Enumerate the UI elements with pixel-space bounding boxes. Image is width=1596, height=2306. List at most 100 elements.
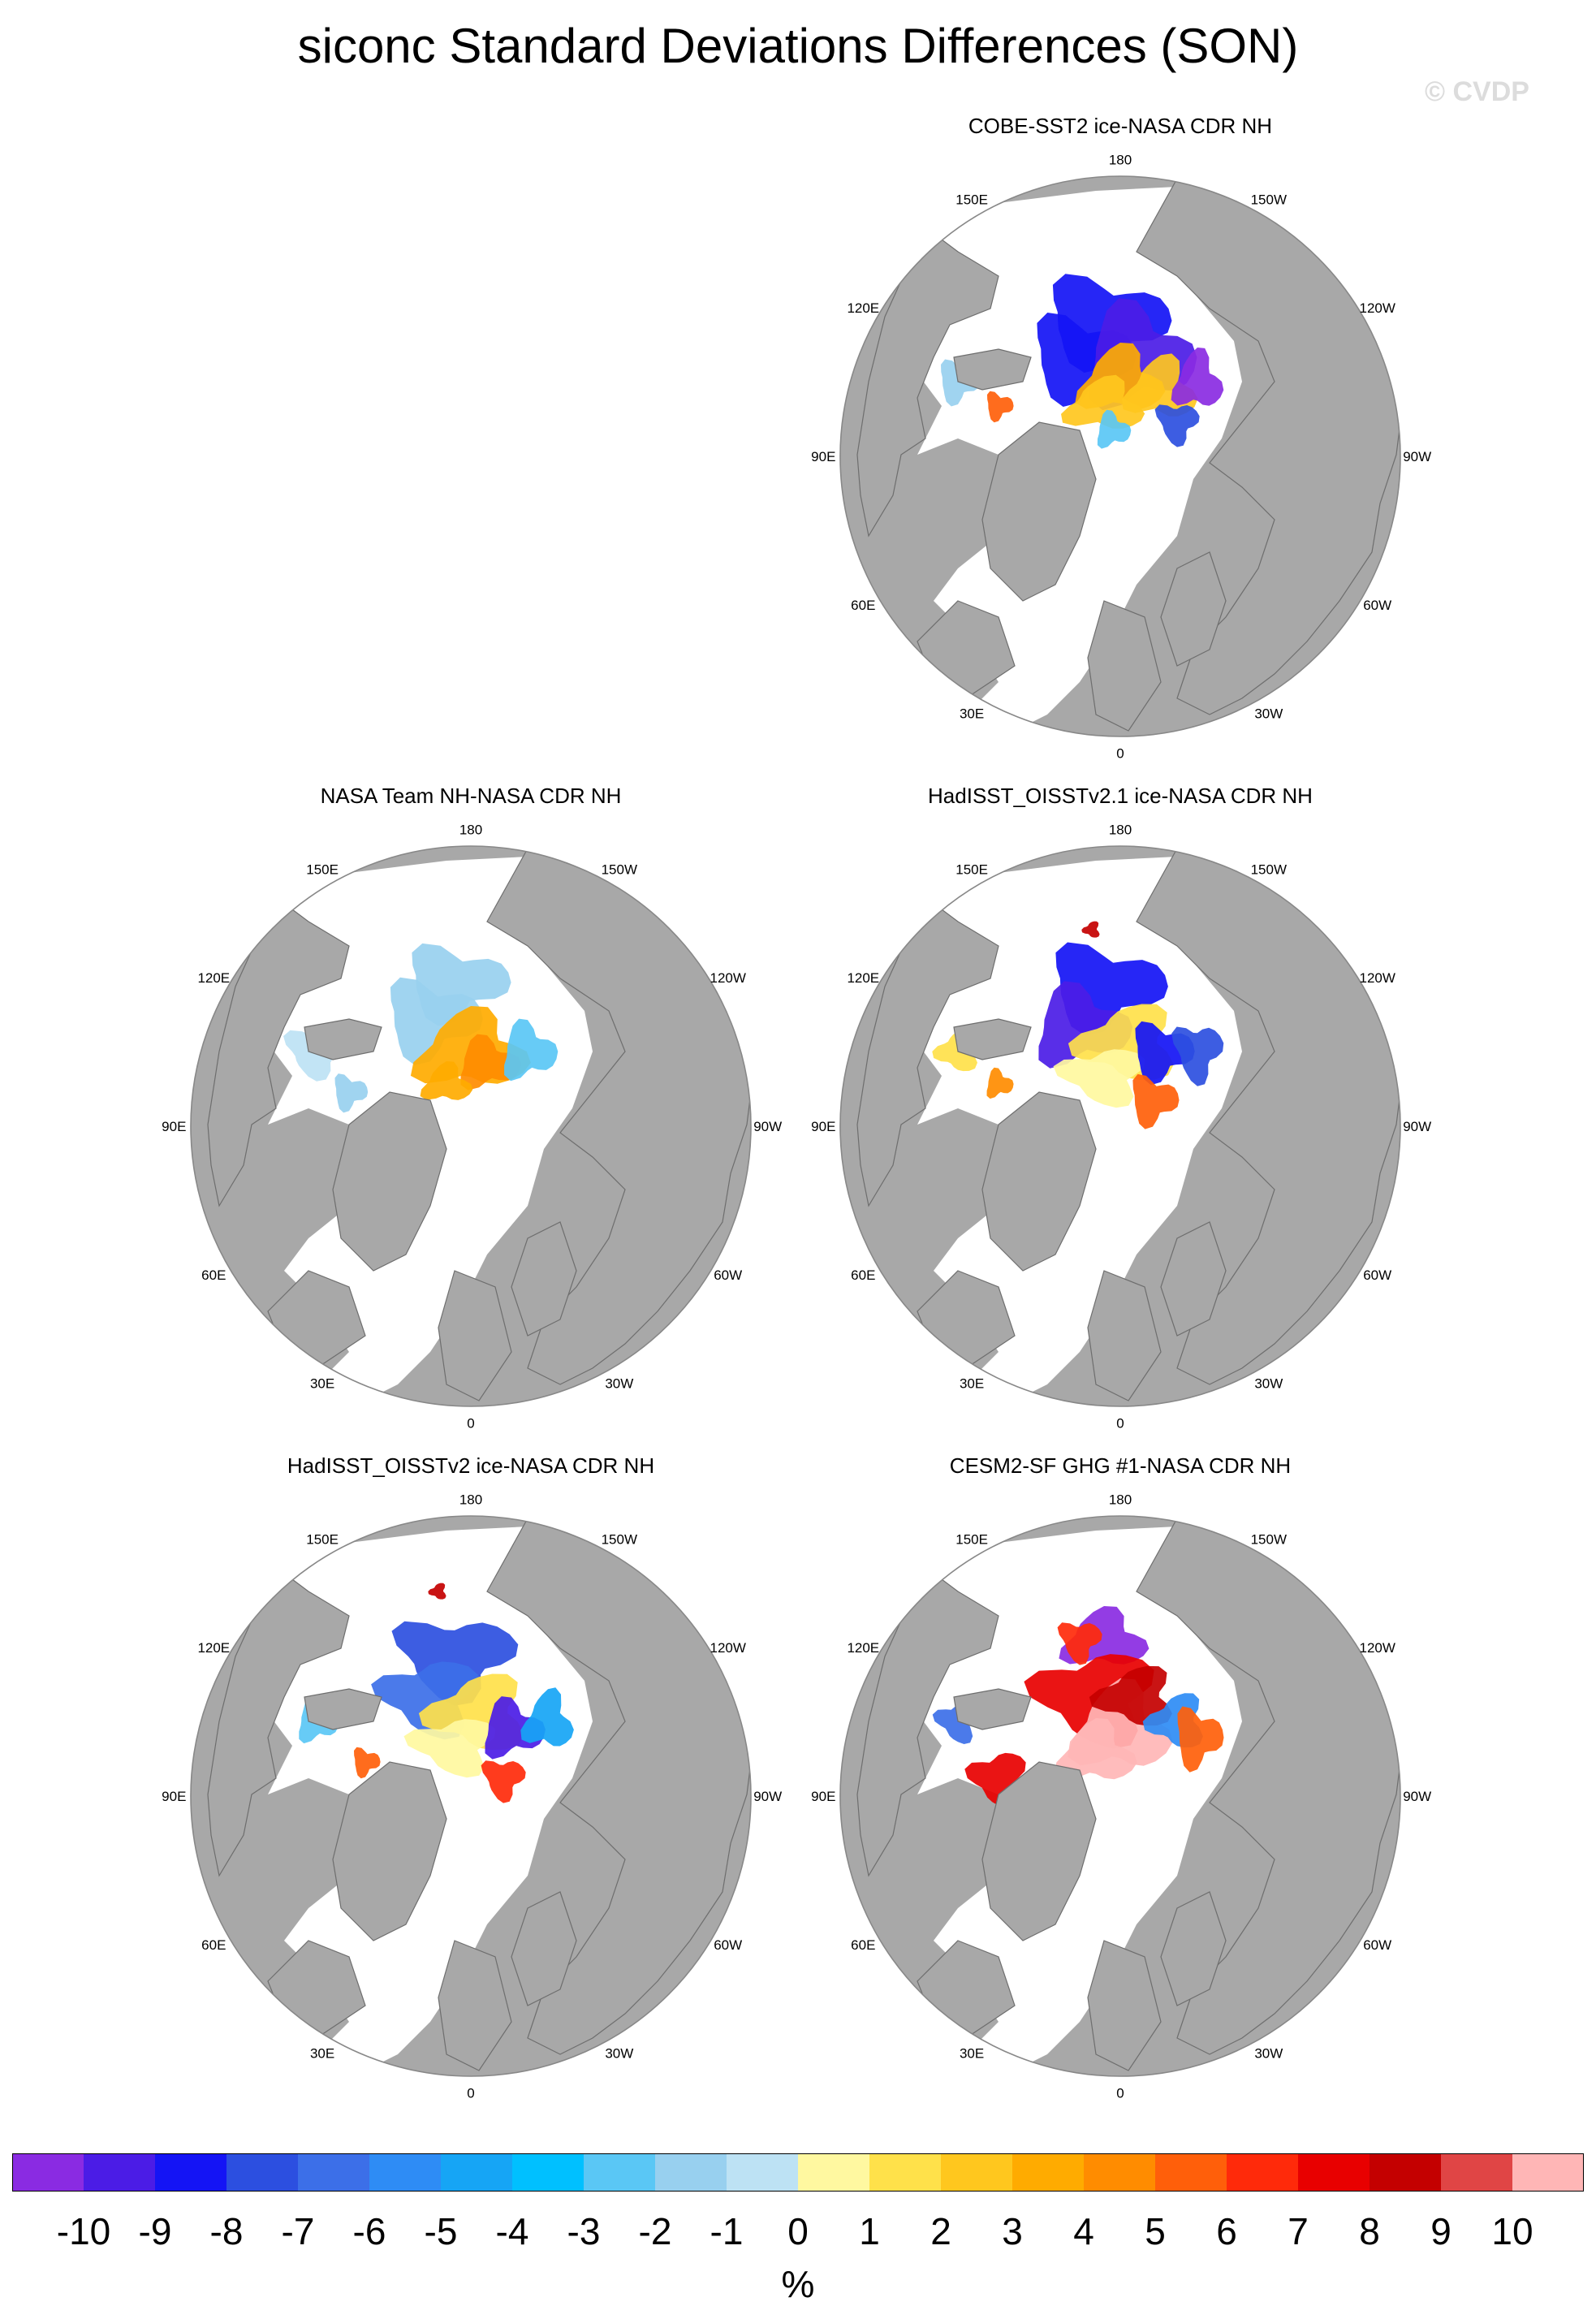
anomaly-region — [1171, 1026, 1224, 1086]
colorbar-tick-label: -4 — [496, 2210, 529, 2252]
longitude-label: 30E — [960, 706, 984, 722]
colorbar-units: % — [781, 2263, 815, 2305]
land-mass — [856, 896, 999, 1207]
map-boundary-circle — [190, 1515, 752, 2077]
longitude-label: 30W — [1254, 1376, 1283, 1392]
land-mass — [981, 421, 1097, 602]
colorbar-swatch — [441, 2153, 513, 2191]
longitude-label: 150W — [602, 862, 637, 877]
land-mass — [953, 1018, 1032, 1060]
longitude-label: 60W — [714, 1267, 742, 1283]
colorbar-swatch — [655, 2153, 727, 2191]
land-mass — [511, 1221, 577, 1337]
longitude-label: 180 — [1109, 152, 1132, 167]
map-panel-cobe: COBE-SST2 ice-NASA CDR NH 180 150E 120E 90E… — [755, 114, 1486, 779]
polar-map: 180 150E 120E 90E 60E 30E 0 30W 60W 90W 120W 150W — [162, 1492, 782, 2101]
colorbar-tick-label: -8 — [210, 2210, 244, 2252]
anomaly-region — [504, 1018, 559, 1082]
longitude-label: 180 — [1109, 822, 1132, 837]
colorbar-swatch — [869, 2153, 942, 2191]
land-mass — [438, 1270, 512, 1401]
colorbar-swatch — [941, 2153, 1013, 2191]
longitude-label: 150E — [955, 862, 988, 877]
longitude-label: 90W — [1403, 449, 1431, 464]
longitude-label: 180 — [1109, 1492, 1132, 1507]
longitude-label: 60E — [201, 1267, 226, 1283]
map-boundary-circle — [839, 845, 1401, 1407]
anomaly-region — [987, 391, 1014, 423]
longitude-label: 30E — [310, 2046, 334, 2062]
colorbar-swatch — [727, 2153, 799, 2191]
colorbar-swatch — [1298, 2153, 1370, 2191]
colorbar-tick-label: 4 — [1073, 2210, 1094, 2252]
colorbar-swatch — [12, 2153, 84, 2191]
anomaly-region — [428, 1583, 446, 1600]
longitude-label: 150W — [602, 1531, 637, 1547]
longitude-label: 180 — [459, 822, 482, 837]
land-mass — [1160, 1221, 1227, 1337]
anomaly-region — [1053, 1049, 1145, 1108]
anomaly-region — [1132, 1073, 1180, 1129]
anomaly-region — [1061, 374, 1145, 429]
colorbar-tick-label: 8 — [1359, 2210, 1380, 2252]
longitude-label: 120E — [847, 300, 879, 316]
longitude-label: 90E — [811, 1789, 835, 1804]
colorbar-swatch — [155, 2153, 227, 2191]
longitude-label: 150E — [306, 862, 339, 877]
longitude-label: 150W — [1251, 862, 1287, 877]
colorbar-swatch — [1512, 2153, 1585, 2191]
longitude-label: 60E — [851, 1937, 875, 1953]
colorbar-tick-label: -7 — [282, 2210, 315, 2252]
longitude-label: 90E — [162, 1119, 186, 1134]
map-panel-hadisst-oisstv21: HadISST_OISSTv2.1 ice-NASA CDR NH 180 150… — [755, 784, 1486, 1449]
anomaly-region — [390, 977, 483, 1065]
land-mass — [1160, 1891, 1227, 2006]
longitude-label: 60E — [851, 1267, 875, 1283]
longitude-label: 120E — [847, 970, 879, 986]
longitude-label: 30E — [960, 2046, 984, 2062]
land-mass — [856, 1566, 999, 1877]
map-panel-hadisst-oisstv2: HadISST_OISSTv2 ice-NASA CDR NH 180 150E 1… — [106, 1453, 836, 2119]
colorbar-tick-label: 5 — [1145, 2210, 1166, 2252]
colorbar-swatch — [584, 2153, 656, 2191]
map-panel-nasa-team: NASA Team NH-NASA CDR NH 180 150E 120E 90E 6… — [106, 784, 836, 1449]
longitude-label: 60W — [1363, 598, 1391, 613]
colorbar-tick-label: -10 — [57, 2210, 110, 2252]
land-mass — [953, 1688, 1032, 1730]
panel-title: HadISST_OISSTv2.1 ice-NASA CDR NH — [928, 784, 1313, 808]
colorbar-swatch — [1441, 2153, 1513, 2191]
longitude-label: 0 — [467, 1416, 474, 1432]
longitude-label: 30E — [310, 1376, 334, 1392]
longitude-label: 60E — [851, 598, 875, 613]
colorbar-swatch — [369, 2153, 442, 2191]
land-mass — [981, 1091, 1097, 1272]
longitude-label: 30W — [605, 2046, 633, 2062]
longitude-label: 30W — [1254, 2046, 1283, 2062]
panel-title: COBE-SST2 ice-NASA CDR NH — [968, 114, 1273, 138]
longitude-label: 150W — [1251, 192, 1287, 207]
colorbar-tick-label: -2 — [639, 2210, 672, 2252]
anomaly-region — [354, 1747, 381, 1779]
longitude-label: 30W — [605, 1376, 633, 1392]
anomaly-region — [986, 1067, 1014, 1099]
colorbar-tick-label: -3 — [567, 2210, 601, 2252]
land-mass — [856, 227, 999, 538]
longitude-label: 0 — [467, 2086, 474, 2101]
land-mass — [332, 1761, 447, 1941]
colorbar-tick-label: -9 — [139, 2210, 172, 2252]
anomaly-region — [403, 1719, 496, 1778]
land-mass — [1160, 551, 1227, 667]
longitude-label: 90W — [753, 1119, 782, 1134]
longitude-label: 60W — [1363, 1937, 1391, 1953]
land-mass — [981, 1761, 1097, 1941]
longitude-label: 0 — [1116, 2086, 1124, 2101]
longitude-label: 150E — [955, 192, 988, 207]
colorbar-swatch — [1227, 2153, 1299, 2191]
colorbar-swatch — [1084, 2153, 1156, 2191]
longitude-label: 120W — [1359, 970, 1395, 986]
longitude-label: 120W — [1359, 1640, 1395, 1656]
colorbar-tick-label: 1 — [859, 2210, 880, 2252]
anomaly-region — [1057, 1622, 1102, 1665]
longitude-label: 120W — [1359, 300, 1395, 316]
anomaly-region — [485, 1696, 546, 1760]
